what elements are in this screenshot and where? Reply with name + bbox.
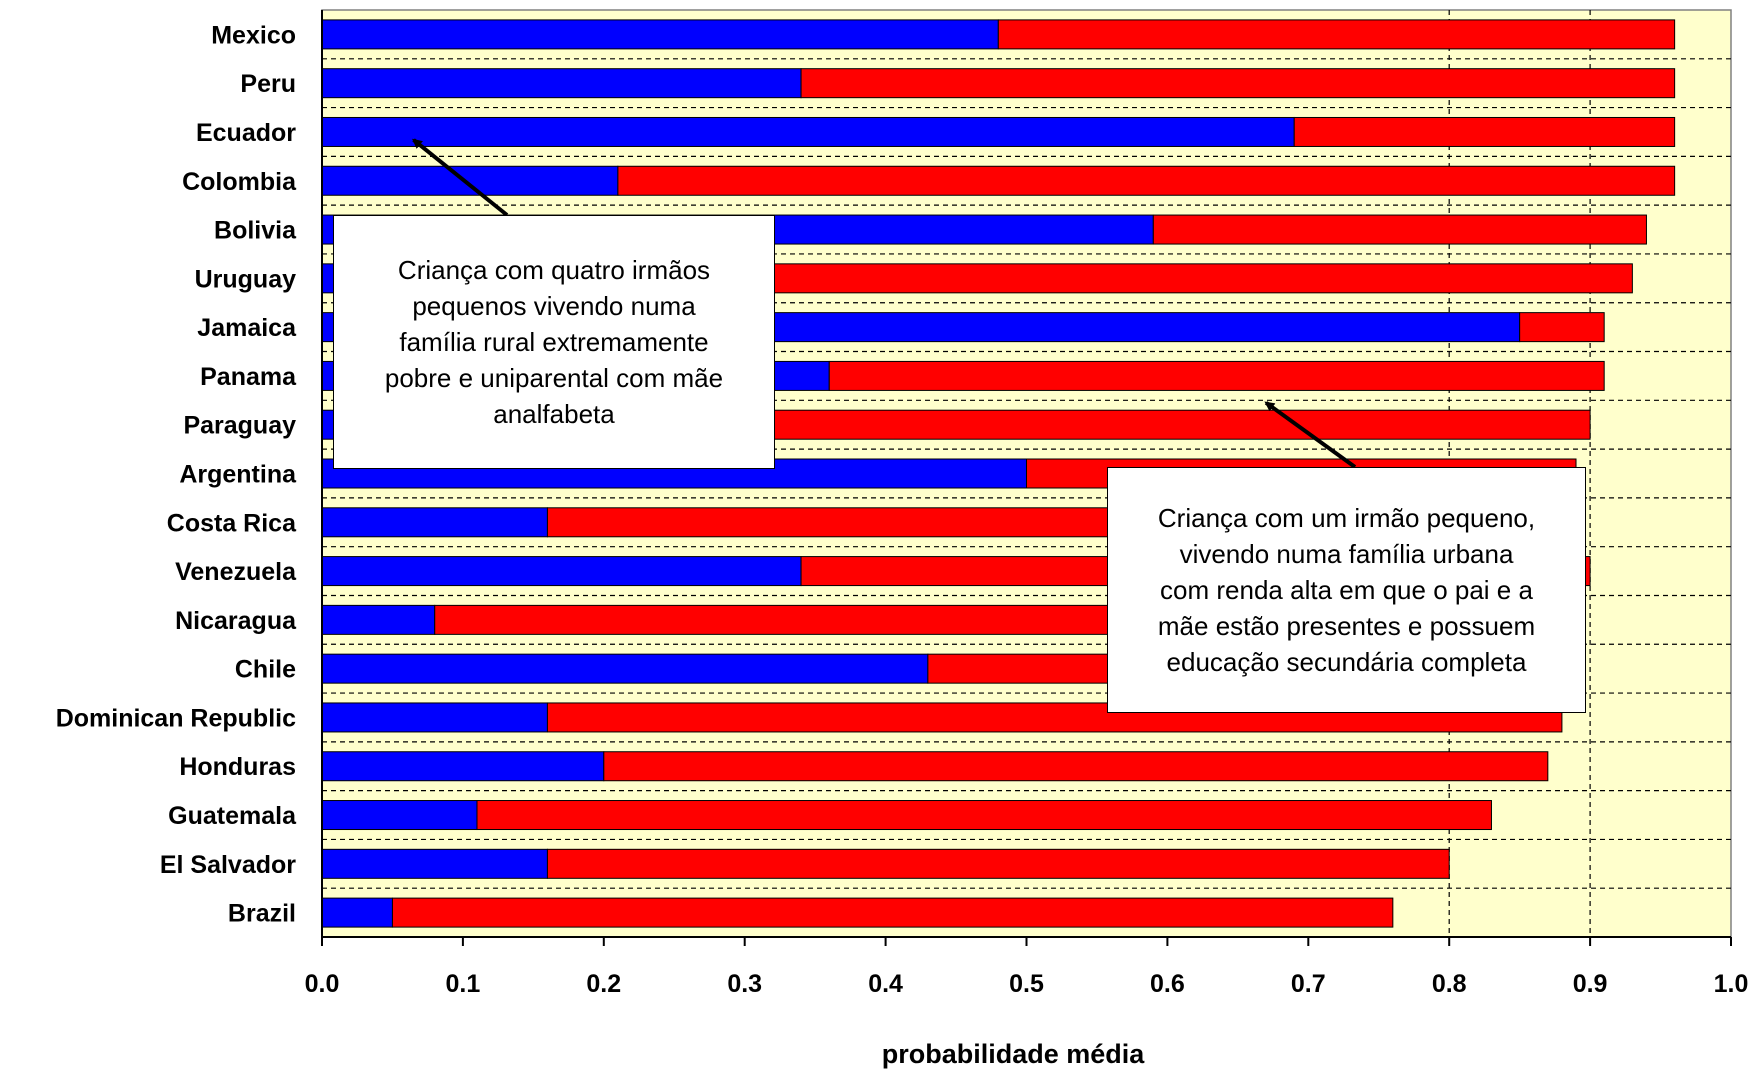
bar-red-bolivia: [1152, 214, 1647, 245]
bar-red-brazil: [391, 897, 1394, 928]
annotation-line: vivendo numa família urbana: [1179, 539, 1514, 569]
annotation-arrow-urban-child: [1264, 401, 1357, 469]
category-label: Argentina: [179, 461, 297, 489]
category-label: Jamaica: [197, 314, 297, 342]
x-tick-label: 1.0: [1714, 970, 1749, 998]
annotation-arrow-rural-child: [412, 138, 509, 217]
annotation-box-urban-child: Criança com um irmão pequeno, vivendo num…: [1107, 467, 1586, 713]
category-label: Colombia: [182, 168, 297, 196]
category-label: El Salvador: [160, 851, 296, 879]
category-label: Paraguay: [183, 412, 296, 440]
annotation-box-rural-child: Criança com quatro irmãos pequenos vivend…: [333, 215, 775, 469]
annotation-line: família rural extremamente: [399, 327, 709, 357]
bar-red-ecuador: [1293, 116, 1676, 147]
bar-red-honduras: [603, 751, 1549, 782]
bar-blue-honduras: [321, 751, 605, 782]
x-tick-label: 0.7: [1291, 970, 1326, 998]
bar-red-colombia: [617, 165, 1676, 196]
category-label: Ecuador: [196, 119, 296, 147]
annotation-text-rural-child: Criança com quatro irmãos pequenos vivend…: [385, 252, 723, 432]
category-label: Guatemala: [168, 802, 297, 830]
category-labels: Mexico Peru Ecuador Colombia Bolivia Uruguay J…: [56, 21, 297, 927]
bar-red-panama: [828, 360, 1605, 391]
category-label: Peru: [240, 70, 296, 98]
bar-blue-dominican-republic: [321, 702, 548, 733]
bar-blue-nicaragua: [321, 604, 436, 635]
bar-red-guatemala: [476, 800, 1492, 831]
annotation-line: pequenos vivendo numa: [412, 291, 696, 321]
annotation-line: pobre e uniparental com mãe: [384, 363, 724, 393]
x-tick-label: 0.0: [305, 970, 340, 998]
bar-blue-guatemala: [321, 800, 478, 831]
bar-blue-mexico: [321, 19, 999, 50]
category-label: Chile: [235, 656, 296, 684]
annotation-text-urban-child: Criança com um irmão pequeno, vivendo num…: [1158, 500, 1535, 680]
annotation-line: mãe estão presentes e possuem: [1157, 611, 1536, 641]
bar-blue-el-salvador: [321, 848, 548, 879]
bar-blue-venezuela: [321, 556, 802, 587]
annotation-line: analfabeta: [493, 399, 615, 429]
bar-blue-brazil: [321, 897, 393, 928]
bar-red-peru: [800, 68, 1676, 99]
annotation-line: Criança com um irmão pequeno,: [1157, 503, 1536, 533]
x-tick-label: 0.2: [586, 970, 621, 998]
bar-blue-colombia: [321, 165, 619, 196]
x-tick-label: 0.1: [446, 970, 481, 998]
category-label: Brazil: [228, 900, 296, 928]
category-label: Uruguay: [195, 265, 297, 293]
x-tick-label: 0.6: [1150, 970, 1185, 998]
category-label: Venezuela: [175, 558, 297, 586]
category-label: Honduras: [179, 753, 296, 781]
category-label: Nicaragua: [175, 607, 297, 635]
bar-red-el-salvador: [546, 848, 1450, 879]
category-label: Panama: [200, 363, 297, 391]
x-tick-label: 0.8: [1432, 970, 1467, 998]
x-tick-label: 0.9: [1573, 970, 1608, 998]
x-ticks: 0.0 0.1 0.2 0.3 0.4 0.5 0.6 0.7 0.8 0.9 1.0: [305, 937, 1749, 998]
bar-red-mexico: [997, 19, 1676, 50]
category-label: Dominican Republic: [56, 704, 296, 732]
category-label: Costa Rica: [167, 509, 297, 537]
annotation-arrows: [412, 138, 1357, 469]
bar-blue-chile: [321, 653, 929, 684]
annotation-line: educação secundária completa: [1166, 647, 1527, 677]
bar-blue-ecuador: [321, 116, 1295, 147]
x-tick-label: 0.3: [727, 970, 762, 998]
category-label: Mexico: [211, 21, 296, 49]
x-tick-label: 0.5: [1009, 970, 1044, 998]
x-axis-title: probabilidade média: [882, 1039, 1146, 1069]
bar-blue-costa-rica: [321, 507, 548, 538]
bar-blue-peru: [321, 68, 802, 99]
annotation-line: Criança com quatro irmãos: [397, 255, 711, 285]
x-tick-label: 0.4: [868, 970, 903, 998]
bar-red-jamaica: [1519, 312, 1605, 343]
annotation-line: com renda alta em que o pai e a: [1160, 575, 1533, 605]
category-label: Bolivia: [214, 217, 297, 245]
